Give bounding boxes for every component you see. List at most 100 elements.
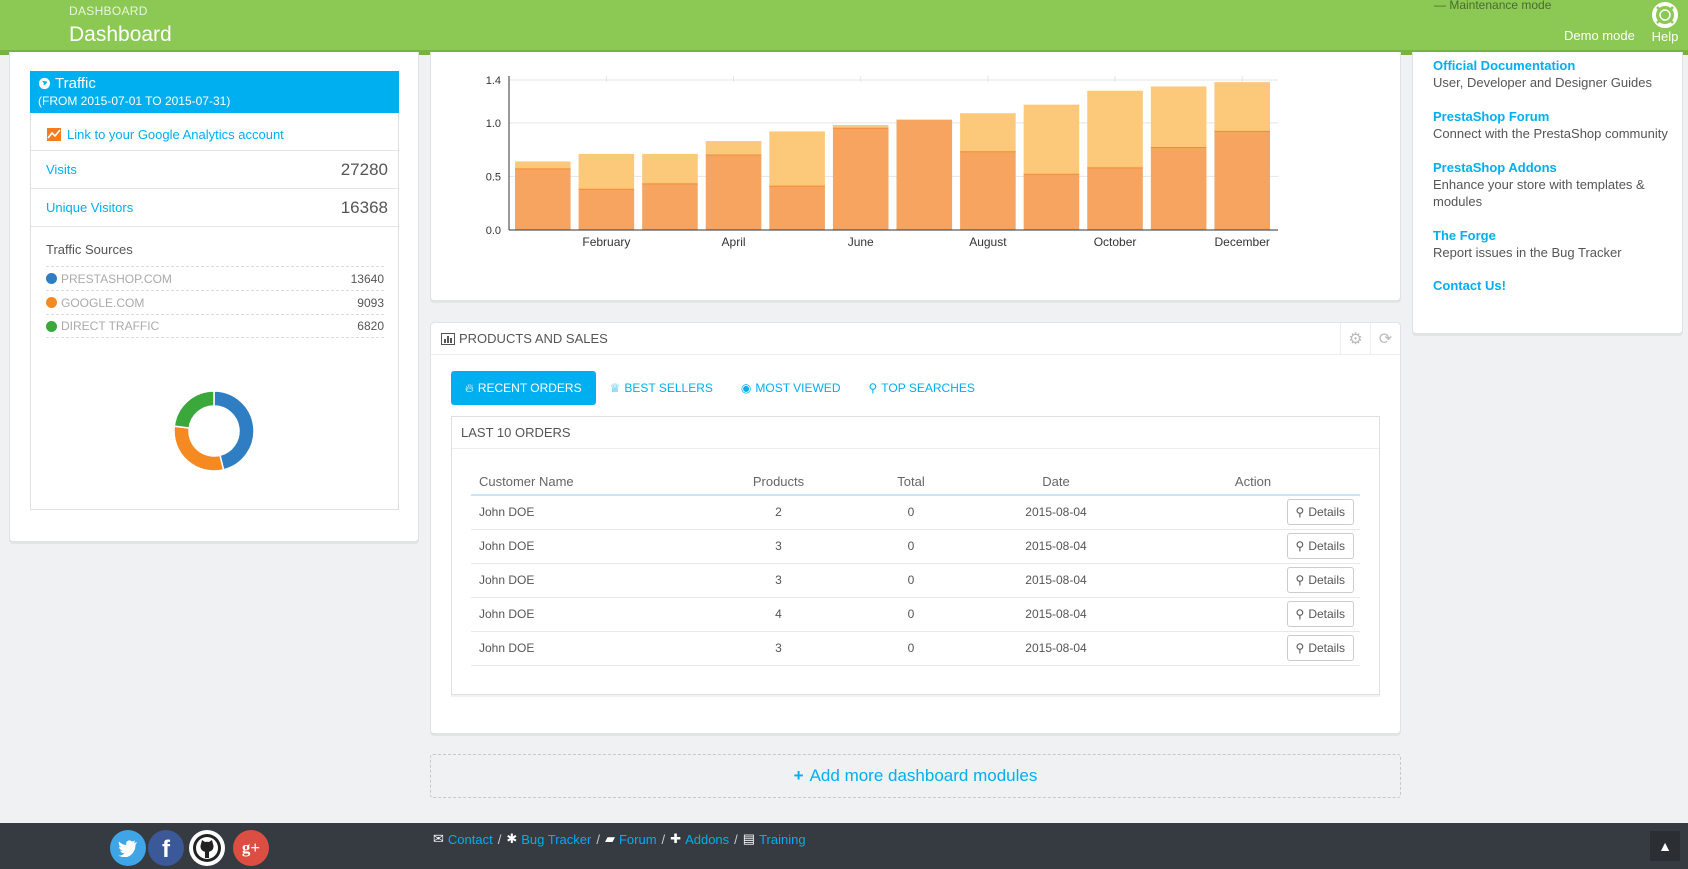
order-date: 2015-08-04 [966, 529, 1146, 564]
order-total: 0 [856, 495, 966, 530]
the-forge-link[interactable]: The Forge [1433, 228, 1496, 243]
tab-recent-orders[interactable]: 🔥︎ RECENT ORDERS [451, 371, 596, 405]
x-tick-label: June [848, 235, 874, 249]
configure-button[interactable]: ⚙ [1340, 323, 1370, 355]
help-link-desc: Connect with the PrestaShop community [1433, 126, 1668, 141]
gear-icon: ⚙ [1348, 331, 1363, 348]
traffic-date-range: (FROM 2015-07-01 TO 2015-07-31) [38, 94, 231, 108]
arrow-up-icon: ▲ [1658, 838, 1672, 854]
bar[interactable] [705, 141, 762, 155]
footer-forum-link[interactable]: ▰ Forum [605, 831, 657, 847]
table-row: John DOE 3 0 2015-08-04 ⚲ Details [471, 631, 1360, 666]
legend-dot [46, 273, 57, 284]
customer-name: John DOE [471, 563, 701, 598]
tab-most-viewed[interactable]: ◉ MOST VIEWED [727, 371, 855, 405]
google-plus-icon[interactable]: g+ [233, 830, 269, 866]
bar[interactable] [832, 125, 889, 129]
tab-top-searches[interactable]: ⚲ TOP SEARCHES [854, 371, 988, 405]
facebook-icon[interactable]: f [148, 830, 184, 866]
donut-slice[interactable] [173, 425, 225, 472]
details-button[interactable]: ⚲ Details [1286, 635, 1354, 661]
bar[interactable] [960, 151, 1016, 230]
traffic-sources-title: Traffic Sources [46, 242, 133, 257]
bar[interactable] [1150, 86, 1207, 148]
separator: / [661, 831, 666, 847]
bar[interactable] [769, 131, 825, 187]
prestashop-forum-link[interactable]: PrestaShop Forum [1433, 109, 1550, 124]
bar[interactable] [960, 113, 1016, 152]
footer-link-label: Forum [618, 831, 657, 847]
bar[interactable] [832, 128, 889, 230]
table-row: John DOE 3 0 2015-08-04 ⚲ Details [471, 529, 1360, 564]
details-label: Details [1308, 539, 1345, 553]
bar[interactable] [578, 153, 635, 190]
y-tick-label: 1.4 [486, 75, 501, 87]
footer: f g+ ✉ Contact / ✱ Bug Tracker / ▰ Forum / ✚ Ad… [0, 823, 1688, 869]
details-button[interactable]: ⚲ Details [1286, 601, 1354, 627]
donut-slice[interactable] [173, 390, 215, 429]
footer-contact-link[interactable]: ✉ Contact [433, 831, 493, 847]
traffic-source-name: GOOGLE.COM [61, 295, 145, 310]
products-count: 4 [701, 597, 856, 632]
order-date: 2015-08-04 [966, 495, 1146, 530]
bar[interactable] [1023, 174, 1080, 230]
tab-best-sellers[interactable]: ♕ BEST SELLERS [596, 371, 727, 405]
traffic-title: Traffic [55, 75, 96, 92]
add-dashboard-modules-button[interactable]: + Add more dashboard modules [430, 754, 1401, 798]
bug-icon: ✱ [506, 831, 518, 846]
footer-links: ✉ Contact / ✱ Bug Tracker / ▰ Forum / ✚ Addons /… [433, 831, 806, 847]
order-total: 0 [856, 529, 966, 564]
twitter-icon[interactable] [110, 830, 146, 866]
last-orders-box: LAST 10 ORDERS Customer Name Products To… [451, 416, 1380, 695]
separator: / [596, 831, 600, 847]
bar[interactable] [1214, 131, 1270, 230]
x-tick-label: October [1094, 235, 1137, 249]
unique-visitors-label[interactable]: Unique Visitors [46, 200, 134, 215]
maintenance-mode-link[interactable]: — Maintenance mode [1434, 0, 1552, 12]
official-documentation-link[interactable]: Official Documentation [1433, 58, 1576, 73]
panel-header: PRODUCTS AND SALES ⚙ ⟳ [431, 323, 1400, 355]
bar[interactable] [1214, 82, 1270, 132]
prestashop-addons-link[interactable]: PrestaShop Addons [1433, 160, 1557, 175]
footer-bug-tracker-link[interactable]: ✱ Bug Tracker [506, 831, 591, 847]
y-tick-label: 0.5 [486, 171, 501, 183]
google-analytics-link[interactable]: Link to your Google Analytics account [47, 127, 284, 142]
scroll-to-top-button[interactable]: ▲ [1650, 831, 1680, 861]
bar[interactable] [1087, 90, 1143, 168]
github-icon[interactable] [189, 830, 225, 866]
bar[interactable] [1023, 104, 1080, 175]
details-label: Details [1308, 641, 1345, 655]
contact-us-link[interactable]: Contact Us! [1433, 278, 1506, 293]
search-icon: ⚲ [1295, 573, 1305, 587]
breadcrumb[interactable]: DASHBOARD [69, 4, 148, 18]
bar[interactable] [642, 183, 698, 230]
bar[interactable] [578, 189, 635, 230]
refresh-button[interactable]: ⟳ [1370, 323, 1400, 355]
details-button[interactable]: ⚲ Details [1286, 567, 1354, 593]
footer-training-link[interactable]: ▤ Training [743, 831, 806, 847]
top-header: DASHBOARD Dashboard — Maintenance mode D… [0, 0, 1688, 55]
refresh-icon: ⟳ [1378, 331, 1393, 348]
footer-link-label: Bug Tracker [521, 831, 592, 847]
visits-label[interactable]: Visits [46, 162, 77, 177]
details-button[interactable]: ⚲ Details [1286, 533, 1354, 559]
bar[interactable] [1150, 147, 1207, 231]
bar[interactable] [515, 161, 571, 169]
help-button[interactable]: Help [1648, 2, 1682, 44]
bar[interactable] [515, 168, 571, 230]
bar[interactable] [769, 186, 825, 230]
add-modules-label: Add more dashboard modules [809, 766, 1038, 785]
bar[interactable] [642, 153, 698, 184]
donut-slice[interactable] [213, 390, 255, 471]
envelope-icon: ✉ [433, 831, 444, 846]
bar[interactable] [1087, 167, 1143, 230]
demo-mode-toggle[interactable]: Demo mode [1564, 28, 1635, 43]
legend-dot [46, 297, 57, 308]
unique-visitors-value: 16368 [340, 197, 388, 217]
divider [452, 448, 1379, 449]
footer-addons-link[interactable]: ✚ Addons [670, 831, 729, 847]
visits-row: Visits 27280 [31, 150, 398, 188]
bar[interactable] [705, 155, 762, 230]
bar[interactable] [896, 119, 953, 230]
details-button[interactable]: ⚲ Details [1286, 499, 1354, 526]
